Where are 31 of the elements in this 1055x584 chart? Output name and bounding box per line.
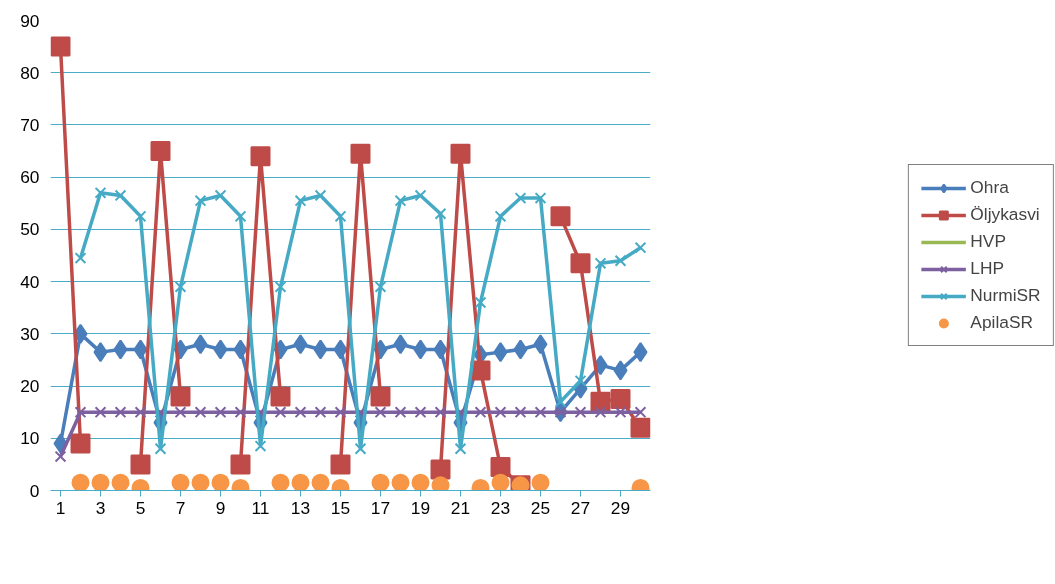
legend-label: Ohra	[970, 177, 1009, 198]
x-tick-label: 11	[251, 497, 270, 518]
x-tick-label: 15	[330, 497, 351, 518]
x-tick-label: 19	[410, 497, 431, 518]
y-tick-label: 40	[20, 271, 40, 292]
y-tick-label: 20	[20, 376, 40, 397]
x-tick-label: 25	[530, 497, 551, 518]
y-tick-label: 0	[29, 480, 40, 501]
x-tick-label: 21	[450, 497, 471, 518]
x-tick-label: 17	[370, 497, 391, 518]
x-tick-label: 9	[215, 497, 226, 518]
legend-label: HVP	[970, 231, 1006, 252]
legend-label: NurmiSR	[970, 285, 1041, 306]
x-tick-label: 1	[55, 497, 66, 518]
x-tick-label: 13	[290, 497, 311, 518]
legend-label: Öljykasvi	[970, 204, 1040, 225]
y-tick-label: 10	[20, 428, 40, 449]
y-tick-label: 70	[20, 114, 40, 135]
legend-label: LHP	[970, 258, 1005, 279]
y-tick-label: 30	[20, 323, 40, 344]
legend-label: ApilaSR	[970, 312, 1033, 333]
x-tick-label: 5	[135, 497, 146, 518]
y-tick-label: 80	[20, 62, 40, 83]
y-tick-label: 90	[20, 10, 40, 31]
x-tick-label: 3	[95, 497, 106, 518]
x-tick-label: 23	[490, 497, 511, 518]
y-tick-label: 60	[20, 167, 40, 188]
x-tick-label: 27	[570, 497, 591, 518]
x-tick-label: 7	[175, 497, 186, 518]
y-tick-label: 50	[20, 219, 40, 240]
x-tick-label: 29	[610, 497, 631, 518]
